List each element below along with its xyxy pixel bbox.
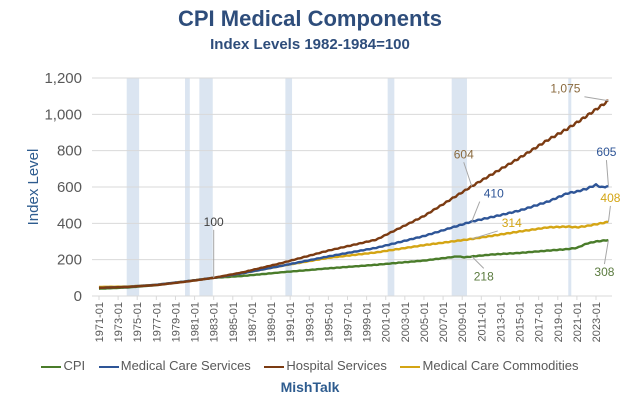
x-tick-label: 1989-01 [266,302,278,342]
x-tick-label: 1983-01 [209,302,221,342]
x-tick-label: 1999-01 [362,302,374,342]
x-tick-label: 2013-01 [495,302,507,342]
x-tick-label: 1991-01 [285,302,297,342]
data-label: 100 [204,215,224,229]
data-label: 308 [594,265,614,279]
data-label: 314 [502,216,522,230]
gridlines [92,77,612,297]
x-tick-label: 1973-01 [113,302,125,342]
x-tick-label: 1985-01 [228,302,240,342]
x-tick-label: 2007-01 [438,302,450,342]
x-tick-label: 1971-01 [94,302,106,342]
data-label: 218 [474,269,494,283]
x-axis: 1971-01 1973-01 1975-01 1977-01 1979-01 1981-… [94,296,603,342]
y-tick-label: 1,200 [44,70,82,87]
chart-subtitle: Index Levels 1982-1984=100 [210,36,410,53]
y-tick-label: 800 [57,143,82,160]
data-label: 604 [454,147,474,161]
leader-line [471,230,498,240]
legend-label: Medical Care Commodities [422,358,579,373]
x-tick-label: 2009-01 [457,302,469,342]
x-tick-label: 2003-01 [400,302,412,342]
data-label: 605 [596,145,616,159]
data-label: 1,075 [550,82,580,96]
source-label: MishTalk [280,379,340,395]
y-tick-label: 200 [57,252,82,269]
x-tick-label: 2005-01 [419,302,431,342]
series-lines [98,99,609,290]
x-tick-label: 1997-01 [343,302,355,342]
data-label: 408 [600,191,620,205]
legend-item-hospital-services[interactable]: Hospital Services [264,358,387,373]
y-tick-label: 0 [74,288,82,305]
leader-line [584,96,609,102]
x-tick-label: 1977-01 [151,302,163,342]
x-tick-label: 2017-01 [534,302,546,342]
legend-item-cpi[interactable]: CPI [41,358,85,373]
legend-label: Hospital Services [286,358,387,373]
chart-title: CPI Medical Components [177,6,443,31]
legend-item-medical-care-services[interactable]: Medical Care Services [98,358,251,373]
legend-swatch-medical-care-commodities [400,365,421,368]
x-tick-label: 2023-01 [591,302,603,342]
legend-item-medical-care-commodities[interactable]: Medical Care Commodities [400,358,579,373]
leader-line [605,160,609,187]
leader-line [603,239,609,265]
x-tick-label: 2001-01 [381,302,393,342]
x-tick-label: 2015-01 [515,302,527,342]
y-tick-label: 400 [57,215,82,232]
leader-line [471,256,485,269]
leader-line [607,205,611,222]
y-tick-label: 1,000 [44,106,82,123]
x-tick-label: 1979-01 [170,302,182,342]
legend-swatch-medical-care-services [98,365,119,368]
x-tick-label: 2021-01 [572,302,584,342]
x-tick-label: 1987-01 [247,302,259,342]
y-axis: 0 200 400 600 800 1,000 1,200 [44,70,82,305]
y-tick-label: 600 [57,179,82,196]
series-line-medical-care-commodities [99,220,609,289]
leader-line [463,162,473,187]
data-label: 410 [484,187,504,201]
legend-label: CPI [63,358,86,373]
series-line-medical-care-services [98,182,609,289]
legend: CPI Medical Care Services Hospital Servi… [0,358,620,373]
series-line-hospital-services [98,99,609,289]
leader-line [471,201,481,222]
x-tick-label: 1981-01 [190,302,202,342]
x-tick-label: 1993-01 [304,302,316,342]
x-tick-label: 1975-01 [132,302,144,342]
y-axis-label: Index Level [25,149,42,226]
legend-swatch-cpi [41,365,62,368]
data-labels: 100 1,075 604 605 410 408 314 218 308 [204,82,620,284]
x-tick-label: 2019-01 [553,302,565,342]
legend-swatch-hospital-services [264,365,285,368]
legend-label: Medical Care Services [120,358,251,373]
x-tick-label: 2011-01 [476,302,488,342]
x-tick-label: 1995-01 [323,302,335,342]
